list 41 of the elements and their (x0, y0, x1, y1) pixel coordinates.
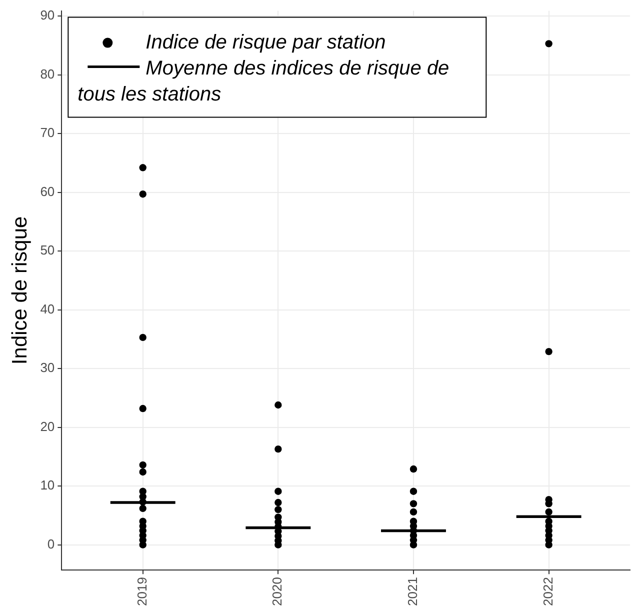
y-tick-label: 0 (47, 536, 55, 552)
x-tick-label: 2020 (270, 577, 285, 606)
point (274, 445, 282, 453)
point (139, 190, 146, 198)
y-tick-label: 30 (40, 360, 55, 376)
point (545, 508, 552, 516)
point (410, 488, 418, 495)
point (274, 498, 282, 506)
point (139, 164, 146, 172)
point (410, 465, 418, 473)
point (139, 498, 146, 506)
point (274, 401, 282, 409)
point (545, 348, 552, 356)
legend-label: Indice de risque par station (146, 31, 386, 54)
y-tick-label: 10 (40, 478, 55, 493)
y-tick-label: 70 (40, 125, 55, 140)
point (410, 541, 418, 548)
point (139, 334, 146, 342)
point (139, 504, 146, 512)
point (139, 404, 146, 412)
y-tick-label: 50 (40, 242, 55, 258)
x-tick-label: 2021 (405, 577, 420, 606)
point (139, 461, 146, 469)
x-tick-label: 2019 (134, 577, 150, 606)
y-tick-label: 40 (40, 301, 55, 316)
y-tick-label: 90 (40, 8, 55, 23)
y-tick-label: 60 (40, 184, 55, 199)
legend-label: Moyenne des indices de risque de tous les stations (78, 57, 450, 106)
y-axis-title: Indice de risque (8, 216, 32, 365)
y-tick-label: 80 (40, 66, 55, 82)
point (139, 541, 146, 548)
point (410, 500, 418, 508)
point (274, 506, 282, 514)
x-tick-label: 2022 (540, 577, 556, 606)
point (545, 40, 552, 48)
point (545, 541, 552, 548)
point (274, 488, 282, 495)
point (410, 508, 418, 516)
point (139, 468, 146, 476)
point (545, 500, 552, 508)
y-tick-label: 20 (40, 418, 55, 434)
